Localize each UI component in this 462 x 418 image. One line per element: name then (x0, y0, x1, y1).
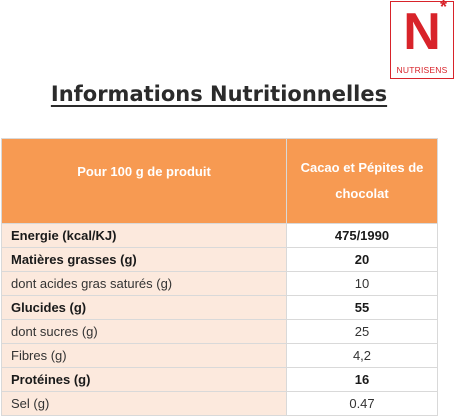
row-value: 20 (286, 247, 438, 272)
header-product-name: Cacao et Pépites de chocolat (286, 138, 438, 224)
page-title: Informations Nutritionnelles (50, 82, 388, 106)
logo-frame: N * NUTRISENS (390, 0, 454, 79)
row-value: 10 (286, 271, 438, 296)
row-label: Matières grasses (g) (1, 247, 287, 272)
table-row: Energie (kcal/KJ) 475/1990 (1, 223, 438, 248)
row-label: Glucides (g) (1, 295, 287, 320)
table-header-row: Pour 100 g de produit Cacao et Pépites d… (1, 138, 438, 224)
nutrition-table: Pour 100 g de produit Cacao et Pépites d… (1, 138, 438, 416)
row-value: 475/1990 (286, 223, 438, 248)
logo-star: * (440, 0, 448, 17)
logo-brand-name: NUTRISENS (396, 65, 448, 75)
nutrisens-logo: N * NUTRISENS (390, 0, 454, 79)
table-row: Sel (g) 0.47 (1, 391, 438, 416)
row-value: 25 (286, 319, 438, 344)
row-label: Energie (kcal/KJ) (1, 223, 287, 248)
header-per-100g: Pour 100 g de produit (1, 138, 287, 224)
table-row: Matières grasses (g) 20 (1, 247, 438, 272)
logo-letter: N (403, 3, 441, 61)
row-value: 4,2 (286, 343, 438, 368)
row-value: 0.47 (286, 391, 438, 416)
table-row: dont sucres (g) 25 (1, 319, 438, 344)
table-row: dont acides gras saturés (g) 10 (1, 271, 438, 296)
row-label: Sel (g) (1, 391, 287, 416)
row-label: dont sucres (g) (1, 319, 287, 344)
row-label: Protéines (g) (1, 367, 287, 392)
row-label: Fibres (g) (1, 343, 287, 368)
table-row: Protéines (g) 16 (1, 367, 438, 392)
table-row: Fibres (g) 4,2 (1, 343, 438, 368)
row-value: 55 (286, 295, 438, 320)
row-value: 16 (286, 367, 438, 392)
table-row: Glucides (g) 55 (1, 295, 438, 320)
row-label: dont acides gras saturés (g) (1, 271, 287, 296)
